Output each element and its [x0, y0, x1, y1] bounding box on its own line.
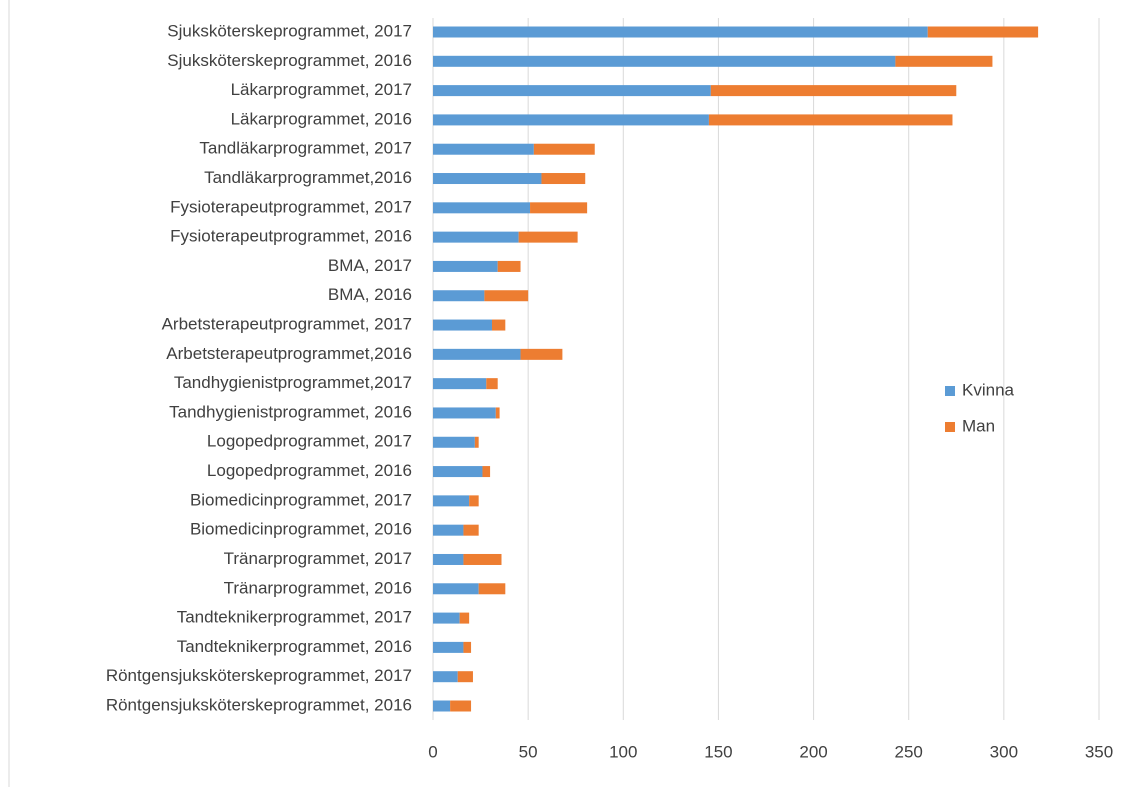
bar-segment [478, 583, 506, 595]
bar-segment [469, 495, 479, 507]
y-tick-label: Arbetsterapeutprogrammet,2016 [166, 344, 412, 363]
bar-segment [433, 173, 542, 185]
x-tick-label: 150 [704, 742, 732, 761]
bar-segment [433, 612, 460, 624]
bar-segment [450, 700, 472, 712]
bar-segment [433, 495, 470, 507]
bar-segment [495, 407, 500, 419]
bar-segment [433, 290, 485, 302]
bar-segment [482, 466, 491, 478]
bar-segment [518, 231, 578, 243]
bar-segment [463, 553, 502, 565]
bar-segment [474, 436, 479, 448]
x-tick-label: 350 [1085, 742, 1113, 761]
bar-segment [463, 524, 479, 536]
y-tick-label: Tandteknikerprogrammet, 2017 [177, 608, 412, 627]
bar-segment [486, 378, 498, 390]
x-tick-label: 0 [428, 742, 437, 761]
bar-segment [433, 231, 519, 243]
bar-segment [433, 700, 451, 712]
y-tick-label: BMA, 2016 [328, 285, 412, 304]
bar-segment [491, 319, 506, 331]
bar-segment [457, 671, 473, 683]
y-tick-label: Biomedicinprogrammet, 2017 [190, 490, 412, 509]
y-tick-label: Sjuksköterskeprogrammet, 2017 [167, 21, 412, 40]
bar-segment [533, 143, 595, 155]
bar-segment [433, 55, 896, 67]
y-tick-label: Fysioterapeutprogrammet, 2017 [170, 197, 412, 216]
y-tick-label: Tandhygienistprogrammet, 2016 [169, 402, 412, 421]
bar-segment [497, 260, 521, 272]
x-tick-label: 200 [799, 742, 827, 761]
bar-segment [484, 290, 529, 302]
bar-segment [927, 26, 1039, 38]
bar-segment [433, 641, 464, 653]
bar-segment [433, 114, 709, 126]
y-tick-label: Sjuksköterskeprogrammet, 2016 [167, 51, 412, 70]
bar-segment [463, 641, 472, 653]
bar-segment [530, 202, 588, 214]
x-tick-label: 50 [519, 742, 538, 761]
x-tick-label: 100 [609, 742, 637, 761]
y-tick-label: Tandläkarprogrammet, 2017 [199, 139, 412, 158]
bar-segment [433, 85, 711, 97]
y-tick-label: Logopedprogrammet, 2016 [207, 461, 412, 480]
y-tick-label: Tandläkarprogrammet,2016 [204, 168, 412, 187]
legend-label: Man [962, 416, 995, 435]
x-tick-label: 300 [990, 742, 1018, 761]
bar-segment [541, 173, 586, 185]
legend-swatch [945, 386, 955, 396]
bar-segment [433, 524, 464, 536]
bar-segment [433, 436, 475, 448]
y-tick-label: Biomedicinprogrammet, 2016 [190, 520, 412, 539]
bar-segment [708, 114, 953, 126]
bar-segment [433, 143, 534, 155]
bar-segment [433, 26, 928, 38]
bar-segment [459, 612, 470, 624]
y-tick-label: Fysioterapeutprogrammet, 2016 [170, 227, 412, 246]
legend-swatch [945, 422, 955, 432]
y-tick-label: Tandteknikerprogrammet, 2016 [177, 637, 412, 656]
y-tick-label: Logopedprogrammet, 2017 [207, 432, 412, 451]
bar-segment [520, 348, 563, 360]
y-tick-label: Arbetsterapeutprogrammet, 2017 [162, 315, 412, 334]
bar-segment [433, 378, 487, 390]
bar-segment [710, 85, 957, 97]
y-tick-label: Läkarprogrammet, 2016 [231, 109, 412, 128]
bar-segment [433, 407, 496, 419]
bar-segment [433, 319, 492, 331]
legend-label: Kvinna [962, 380, 1015, 399]
x-tick-label: 250 [895, 742, 923, 761]
y-tick-label: Tränarprogrammet, 2016 [224, 578, 412, 597]
bar-segment [433, 466, 483, 478]
y-tick-label: Tandhygienistprogrammet,2017 [174, 373, 412, 392]
bar-segment [433, 260, 498, 272]
y-tick-label: Röntgensjuksköterskeprogrammet, 2017 [106, 666, 412, 685]
y-tick-label: Läkarprogrammet, 2017 [231, 80, 412, 99]
y-tick-label: BMA, 2017 [328, 256, 412, 275]
bar-segment [433, 553, 464, 565]
bar-segment [895, 55, 993, 67]
bar-segment [433, 583, 479, 595]
y-tick-label: Röntgensjuksköterskeprogrammet, 2016 [106, 695, 412, 714]
y-tick-label: Tränarprogrammet, 2017 [224, 549, 412, 568]
bar-segment [433, 671, 458, 683]
bar-segment [433, 348, 521, 360]
bar-segment [433, 202, 531, 214]
